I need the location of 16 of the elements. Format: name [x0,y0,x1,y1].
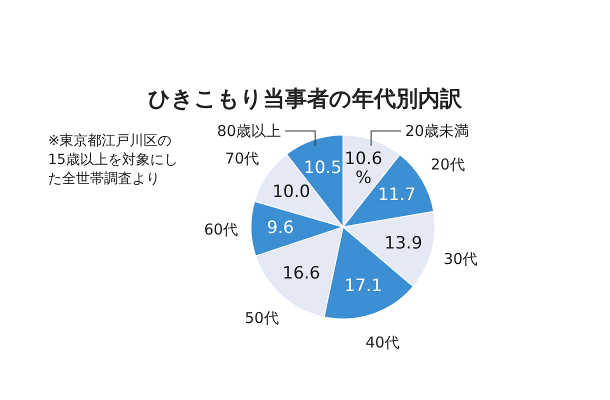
data-label: 17.1 [344,276,382,296]
data-label: 16.6 [282,264,320,284]
chart-title: ひきこもり当事者の年代別内訳 [147,86,463,114]
data-label: 10.0 [272,182,310,202]
text: ※東京都江戸川区の15歳以上を対象にした全世帯調査より [48,132,179,189]
data-label: 9.6 [266,218,294,238]
slice-label: 80歳以上 [217,122,282,140]
slice-label: 20代 [430,156,465,174]
slice-label: 40代 [365,333,400,352]
slice-label: 30代 [444,250,478,268]
slice-label: 60代 [204,220,238,238]
slice-label: 50代 [244,309,279,328]
slice-label: 20歳未満 [405,122,470,140]
data-label: 10.5 [304,158,342,178]
data-label: 13.9 [384,234,422,254]
slice-label: 70代 [225,149,260,168]
